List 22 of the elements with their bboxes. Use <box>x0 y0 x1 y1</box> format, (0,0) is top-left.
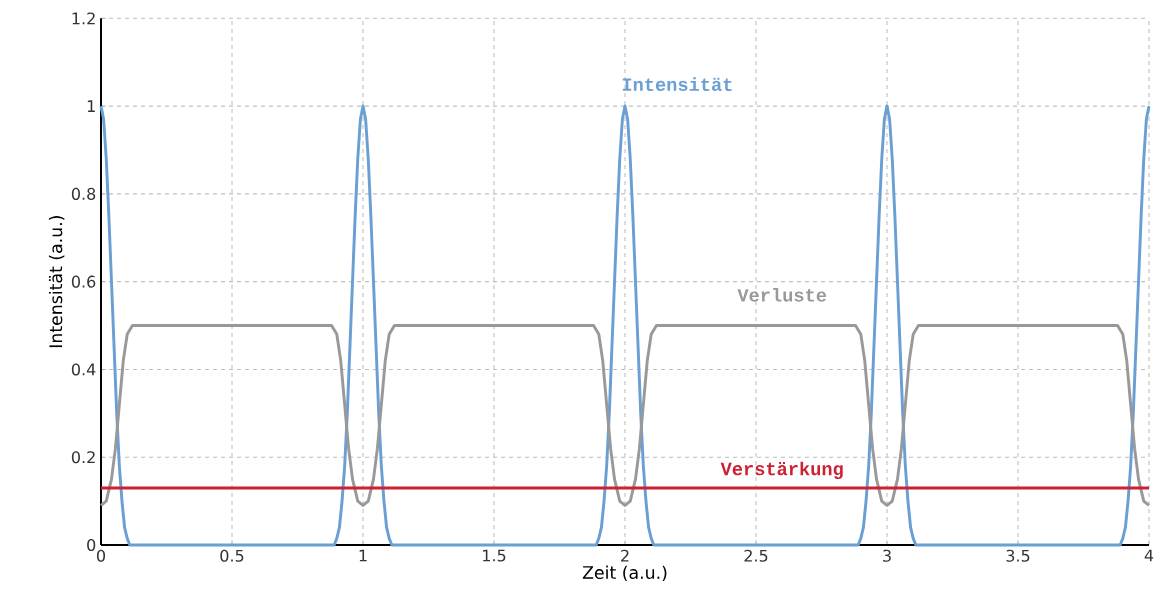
series-label: Verluste <box>737 287 827 302</box>
x-tick-label: 3.5 <box>1006 549 1030 562</box>
y-tick-label: 1 <box>87 100 95 112</box>
line-series <box>99 324 1151 507</box>
x-tick-label: 3 <box>883 549 891 562</box>
y-tick-label: 1.2 <box>72 12 95 25</box>
series-label: Verstärkung <box>720 461 843 480</box>
x-tick-label: 2 <box>621 549 629 562</box>
y-tick-label: 0.8 <box>71 187 96 200</box>
x-tick-label: 4 <box>1144 549 1154 562</box>
y-tick-label: 0.2 <box>71 451 95 464</box>
y-tick-label: 0.6 <box>71 275 96 288</box>
y-tick-label: 0 <box>87 538 96 552</box>
y-axis-title: Intensität (a.u.) <box>48 216 65 348</box>
x-tick-label: 1 <box>359 549 367 562</box>
y-tick-label: 0.4 <box>71 363 96 376</box>
x-tick-label: 2.5 <box>744 549 768 562</box>
x-axis-title: Zeit (a.u.) <box>582 565 667 582</box>
x-tick-label: 1.5 <box>483 549 506 562</box>
x-tick-label: 0 <box>96 549 106 562</box>
x-tick-label: 0.5 <box>220 549 244 562</box>
series-label: Intensität <box>622 77 732 92</box>
